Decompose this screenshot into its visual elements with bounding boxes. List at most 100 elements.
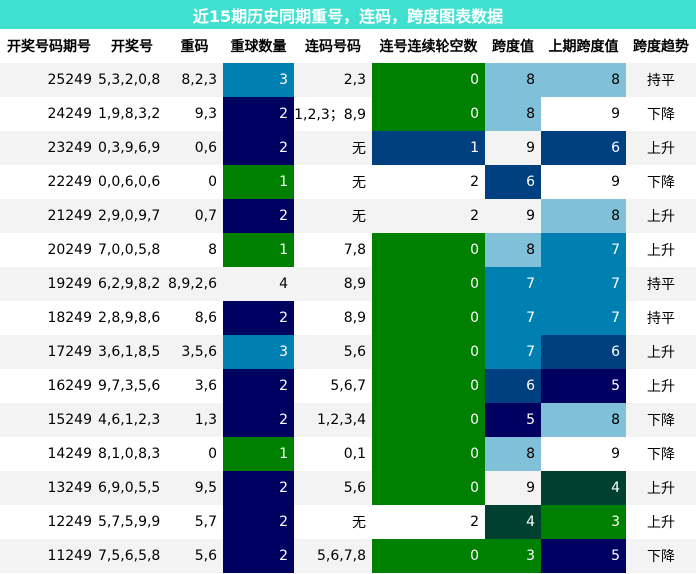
repeat-codes-cell: 9,3	[166, 97, 223, 131]
span-cell: 9	[485, 131, 541, 165]
prev-span-cell: 3	[541, 505, 626, 539]
draw-numbers-cell: 4,6,1,2,3	[98, 403, 166, 437]
span-cell: 4	[485, 505, 541, 539]
consecutive-codes-cell: 无	[294, 505, 372, 539]
repeat-count-cell: 1	[223, 437, 294, 471]
span-cell: 9	[485, 471, 541, 505]
consecutive-miss-cell: 0	[372, 335, 485, 369]
span-cell: 6	[485, 369, 541, 403]
table-row: 23249 0,3,9,6,9 0,6 2 无 1 9 6 上升	[0, 131, 696, 165]
consecutive-codes-cell: 8,9	[294, 301, 372, 335]
span-cell: 7	[485, 335, 541, 369]
repeat-codes-cell: 5,7	[166, 505, 223, 539]
table-row: 21249 2,9,0,9,7 0,7 2 无 2 9 8 上升	[0, 199, 696, 233]
prev-span-cell: 7	[541, 267, 626, 301]
table-row: 18249 2,8,9,8,6 8,6 2 8,9 0 7 7 持平	[0, 301, 696, 335]
repeat-count-cell: 2	[223, 471, 294, 505]
repeat-codes-cell: 1,3	[166, 403, 223, 437]
table-row: 16249 9,7,3,5,6 3,6 2 5,6,7 0 6 5 上升	[0, 369, 696, 403]
draw-numbers-cell: 5,3,2,0,8	[98, 63, 166, 97]
issue-cell: 20249	[0, 233, 98, 267]
consecutive-miss-cell: 2	[372, 199, 485, 233]
consecutive-miss-cell: 0	[372, 369, 485, 403]
header-row: 开奖号码期号 开奖号 重码 重球数量 连码号码 连号连续轮空数 跨度值 上期跨度…	[0, 29, 696, 63]
span-cell: 8	[485, 63, 541, 97]
consecutive-codes-cell: 5,6,7,8	[294, 539, 372, 573]
repeat-count-cell: 2	[223, 131, 294, 165]
consecutive-miss-cell: 0	[372, 233, 485, 267]
repeat-count-cell: 1	[223, 233, 294, 267]
consecutive-miss-cell: 0	[372, 63, 485, 97]
header-consecutive-codes: 连码号码	[294, 29, 372, 63]
span-trend-cell: 上升	[626, 505, 696, 539]
issue-cell: 17249	[0, 335, 98, 369]
draw-numbers-cell: 6,9,0,5,5	[98, 471, 166, 505]
repeat-count-cell: 4	[223, 267, 294, 301]
header-span: 跨度值	[485, 29, 541, 63]
span-trend-cell: 上升	[626, 335, 696, 369]
repeat-codes-cell: 3,6	[166, 369, 223, 403]
consecutive-miss-cell: 0	[372, 301, 485, 335]
table-row: 25249 5,3,2,0,8 8,2,3 3 2,3 0 8 8 持平	[0, 63, 696, 97]
prev-span-cell: 4	[541, 471, 626, 505]
consecutive-miss-cell: 0	[372, 437, 485, 471]
issue-cell: 14249	[0, 437, 98, 471]
issue-cell: 16249	[0, 369, 98, 403]
consecutive-miss-cell: 2	[372, 505, 485, 539]
span-trend-cell: 持平	[626, 267, 696, 301]
consecutive-miss-cell: 0	[372, 471, 485, 505]
draw-numbers-cell: 0,3,9,6,9	[98, 131, 166, 165]
repeat-codes-cell: 8	[166, 233, 223, 267]
issue-cell: 11249	[0, 539, 98, 573]
prev-span-cell: 9	[541, 97, 626, 131]
prev-span-cell: 7	[541, 233, 626, 267]
draw-numbers-cell: 0,0,6,0,6	[98, 165, 166, 199]
repeat-codes-cell: 8,2,3	[166, 63, 223, 97]
issue-cell: 18249	[0, 301, 98, 335]
span-cell: 9	[485, 199, 541, 233]
prev-span-cell: 6	[541, 335, 626, 369]
span-trend-cell: 上升	[626, 471, 696, 505]
consecutive-codes-cell: 5,6	[294, 335, 372, 369]
consecutive-miss-cell: 2	[372, 165, 485, 199]
repeat-codes-cell: 8,9,2,6	[166, 267, 223, 301]
table-row: 14249 8,1,0,8,3 0 1 0,1 0 8 9 下降	[0, 437, 696, 471]
repeat-codes-cell: 0	[166, 165, 223, 199]
consecutive-codes-cell: 1,2,3；8,9	[294, 97, 372, 131]
issue-cell: 12249	[0, 505, 98, 539]
consecutive-codes-cell: 1,2,3,4	[294, 403, 372, 437]
prev-span-cell: 9	[541, 437, 626, 471]
repeat-count-cell: 1	[223, 165, 294, 199]
header-draw-numbers: 开奖号	[98, 29, 166, 63]
table-row: 11249 7,5,6,5,8 5,6 2 5,6,7,8 0 3 5 下降	[0, 539, 696, 573]
repeat-count-cell: 2	[223, 505, 294, 539]
repeat-codes-cell: 9,5	[166, 471, 223, 505]
draw-numbers-cell: 7,0,0,5,8	[98, 233, 166, 267]
table-body: 25249 5,3,2,0,8 8,2,3 3 2,3 0 8 8 持平 24249 1,9,8,3…	[0, 63, 696, 573]
issue-cell: 23249	[0, 131, 98, 165]
header-consecutive-miss: 连号连续轮空数	[372, 29, 485, 63]
data-table: 开奖号码期号 开奖号 重码 重球数量 连码号码 连号连续轮空数 跨度值 上期跨度…	[0, 29, 696, 573]
span-cell: 6	[485, 165, 541, 199]
repeat-codes-cell: 5,6	[166, 539, 223, 573]
consecutive-miss-cell: 0	[372, 539, 485, 573]
issue-cell: 15249	[0, 403, 98, 437]
span-trend-cell: 持平	[626, 63, 696, 97]
span-trend-cell: 下降	[626, 97, 696, 131]
draw-numbers-cell: 9,7,3,5,6	[98, 369, 166, 403]
table-row: 20249 7,0,0,5,8 8 1 7,8 0 8 7 上升	[0, 233, 696, 267]
repeat-count-cell: 2	[223, 539, 294, 573]
consecutive-codes-cell: 无	[294, 131, 372, 165]
repeat-count-cell: 3	[223, 335, 294, 369]
span-cell: 3	[485, 539, 541, 573]
span-trend-cell: 上升	[626, 233, 696, 267]
span-cell: 5	[485, 403, 541, 437]
issue-cell: 19249	[0, 267, 98, 301]
repeat-codes-cell: 8,6	[166, 301, 223, 335]
span-trend-cell: 上升	[626, 131, 696, 165]
consecutive-codes-cell: 2,3	[294, 63, 372, 97]
draw-numbers-cell: 1,9,8,3,2	[98, 97, 166, 131]
span-trend-cell: 下降	[626, 437, 696, 471]
consecutive-miss-cell: 0	[372, 267, 485, 301]
repeat-count-cell: 2	[223, 403, 294, 437]
